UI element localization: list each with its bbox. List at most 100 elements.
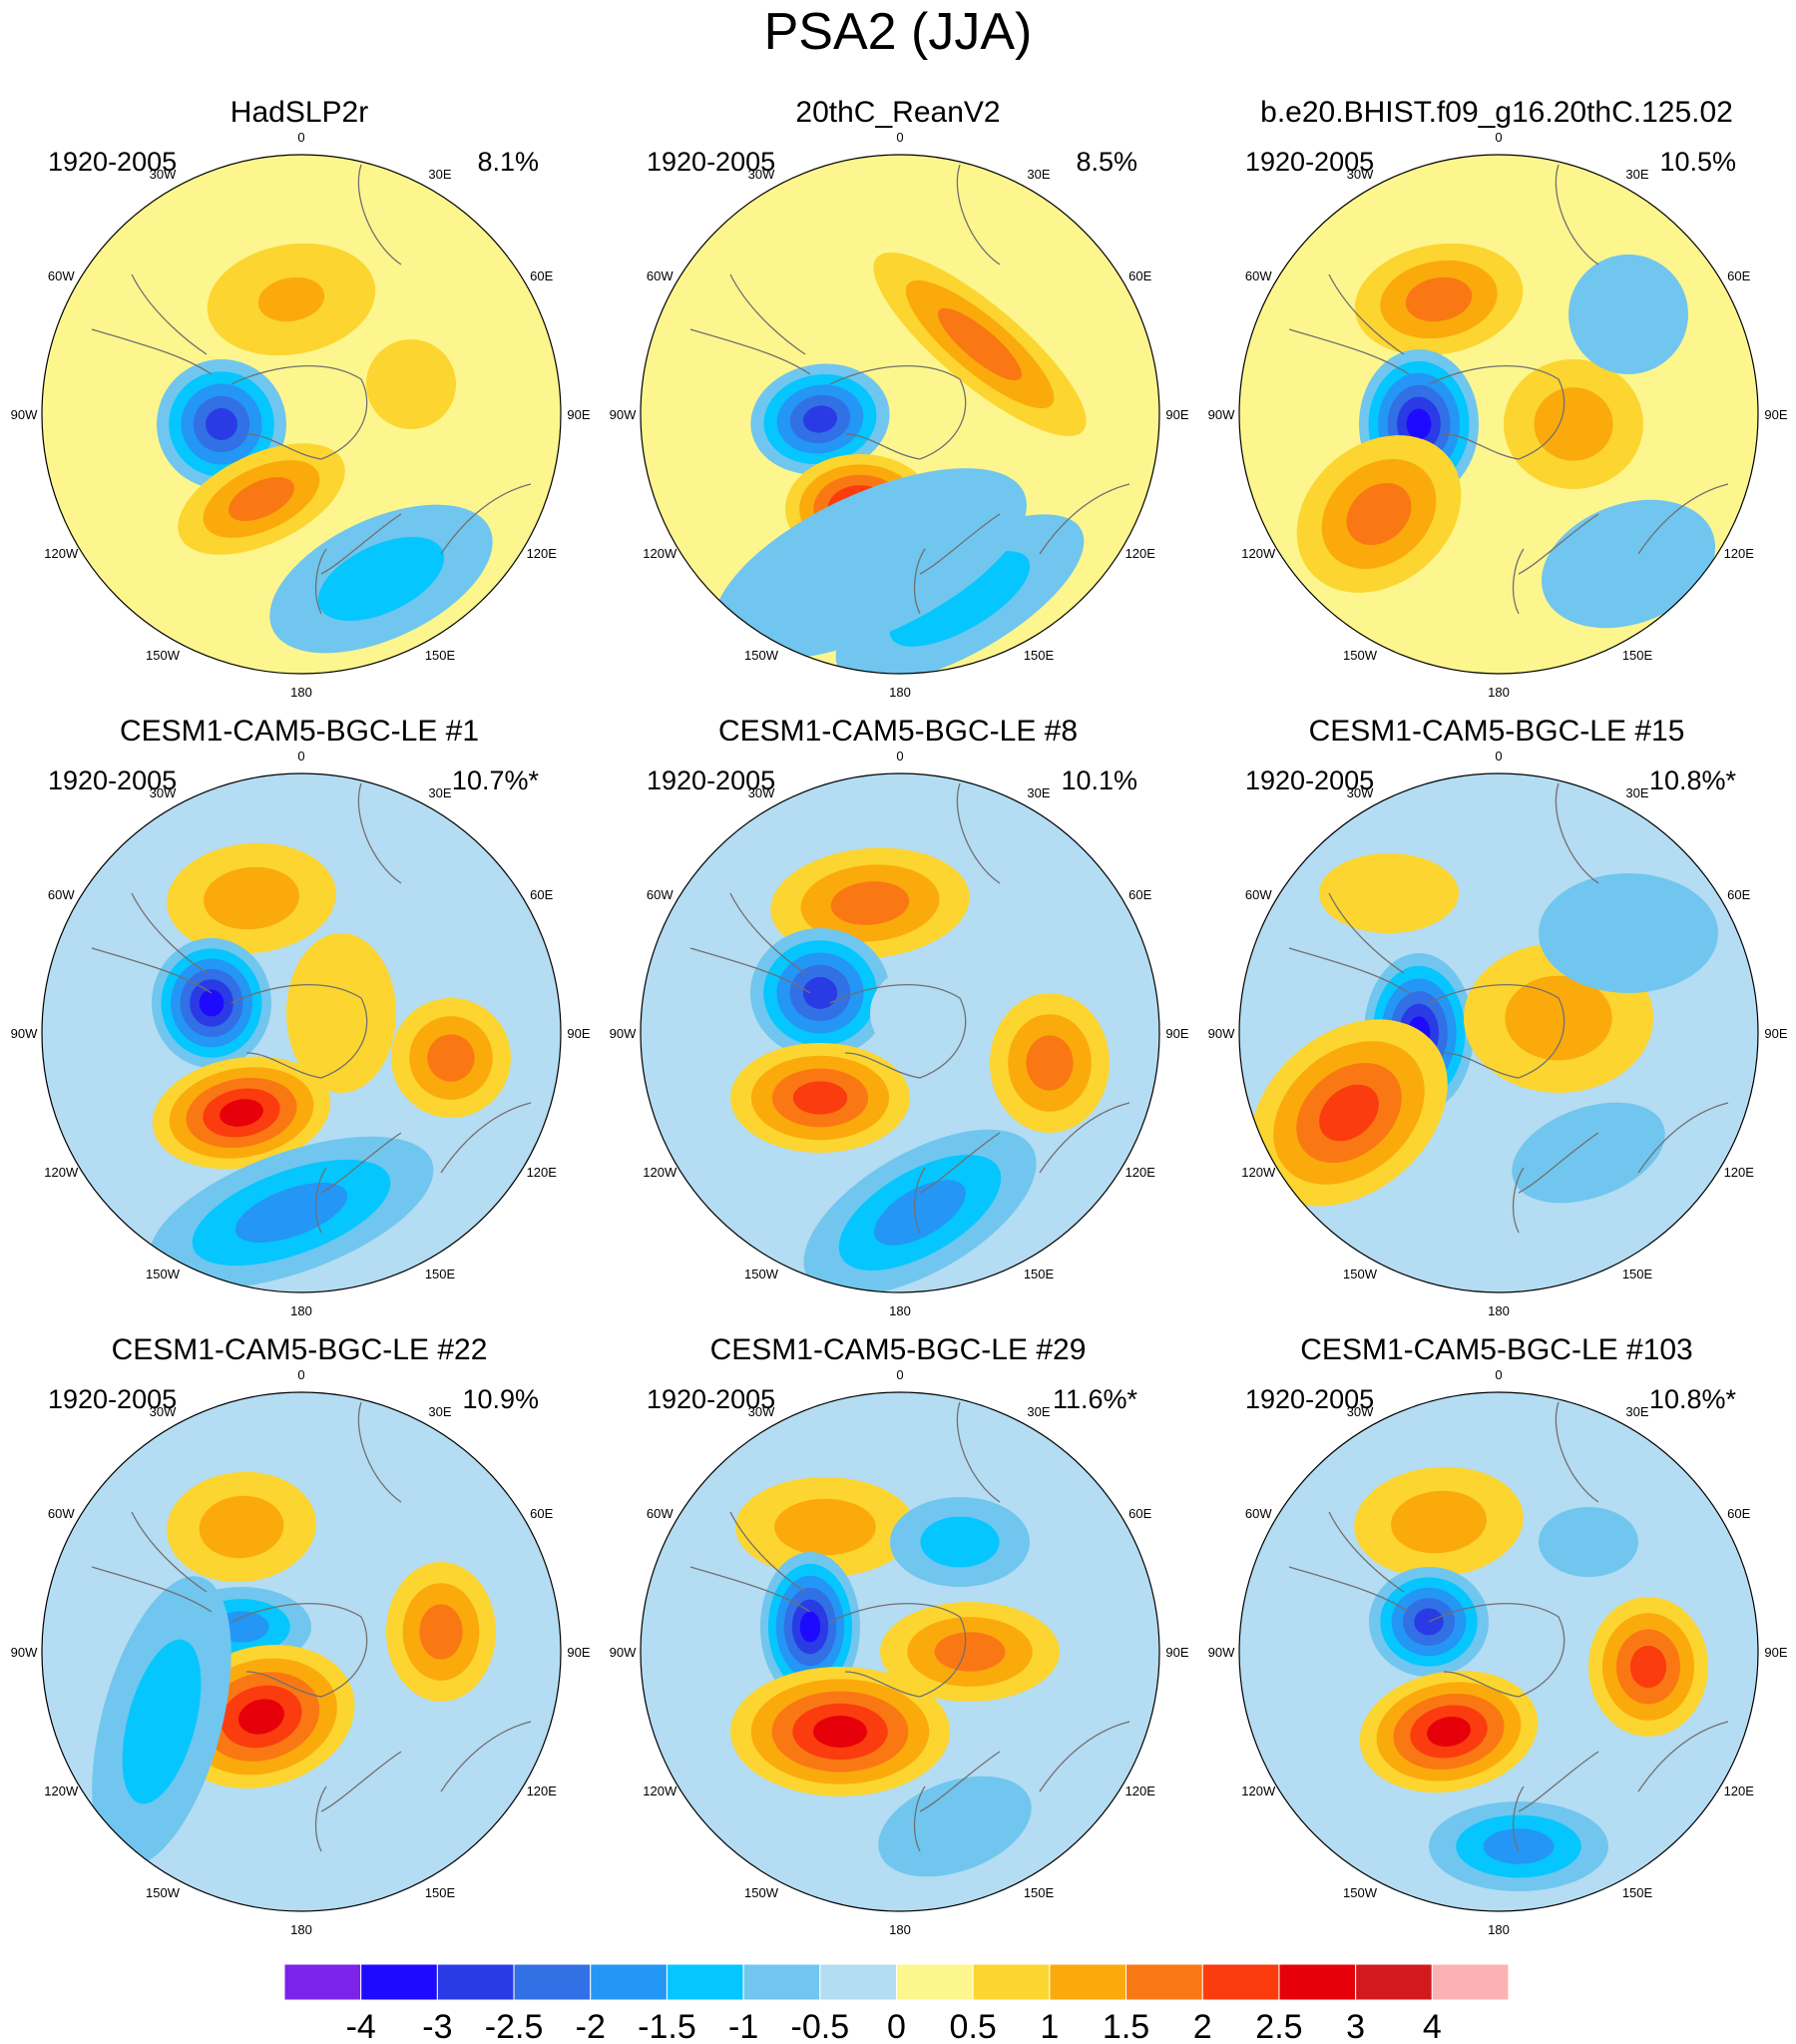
anomaly-contour: [427, 1034, 475, 1082]
anomaly-contour: [122, 1639, 202, 1804]
longitude-label: 60W: [48, 268, 75, 283]
colorbar-tick-label: -1: [728, 2008, 758, 2044]
longitude-label: 60W: [647, 268, 674, 283]
anomaly-contour: [874, 1180, 966, 1246]
anomaly-contour: [713, 468, 1027, 660]
longitude-label: 90W: [1208, 1026, 1235, 1041]
longitude-label: 150E: [1024, 1267, 1055, 1281]
anomaly-contour: [830, 881, 910, 925]
panel-variance-percent: 10.5%: [1659, 147, 1736, 177]
longitude-label: 60E: [1727, 887, 1750, 902]
map-panel: CESM1-CAM5-BGC-LE #103 1920-2005 10.8%* 0 30…: [1197, 1332, 1796, 1951]
longitude-label: 180: [1488, 685, 1510, 700]
map-panel: CESM1-CAM5-BGC-LE #15 1920-2005 10.8%* 0 30E…: [1197, 714, 1796, 1332]
longitude-label: 120E: [527, 1784, 558, 1798]
colorbar-swatch: [1278, 1963, 1357, 2001]
polar-map: 0 30E 60E 90E 120E 150E 180 150W 120W 90W 60W 30W: [1208, 749, 1788, 1318]
longitude-label: 150E: [425, 1885, 456, 1900]
panel-title: CESM1-CAM5-BGC-LE #15: [1308, 715, 1685, 748]
panel-title: CESM1-CAM5-BGC-LE #22: [111, 1333, 488, 1366]
longitude-label: 60E: [1727, 1506, 1750, 1521]
anomaly-contour: [1541, 499, 1716, 629]
longitude-label: 120W: [643, 546, 677, 561]
longitude-label: 120W: [44, 546, 79, 561]
map-panel: CESM1-CAM5-BGC-LE #1 1920-2005 10.7%* 0 30E 6…: [0, 714, 599, 1332]
colorbar-swatch: [1355, 1963, 1433, 2001]
panel-period: 1920-2005: [647, 766, 776, 795]
panel-period: 1920-2005: [1245, 1384, 1375, 1414]
longitude-label: 180: [889, 685, 911, 700]
longitude-label: 120W: [643, 1784, 677, 1798]
longitude-label: 90E: [567, 1026, 590, 1041]
longitude-label: 60W: [647, 887, 674, 902]
longitude-label: 150W: [744, 1267, 779, 1281]
anomaly-contour: [1391, 1490, 1487, 1554]
longitude-label: 60W: [1245, 268, 1272, 283]
longitude-label: 120W: [44, 1165, 79, 1180]
polar-map: 0 30E 60E 90E 120E 150E 180 150W 120W 90W 60W 30W: [11, 749, 591, 1318]
longitude-label: 120W: [1241, 1165, 1276, 1180]
longitude-label: 0: [1495, 1367, 1502, 1382]
anomaly-contour: [238, 1699, 284, 1735]
anomaly-contour: [1346, 482, 1412, 546]
anomaly-contour: [206, 408, 237, 440]
longitude-label: 90E: [1165, 1645, 1188, 1660]
anomaly-contour: [286, 933, 396, 1093]
longitude-label: 30E: [428, 167, 451, 182]
longitude-label: 180: [290, 1922, 312, 1937]
colorbar-tick-label: 2: [1193, 2008, 1212, 2044]
coastline: [91, 782, 532, 1234]
longitude-label: 90W: [11, 1026, 38, 1041]
longitude-label: 120E: [1125, 1165, 1156, 1180]
longitude-label: 90E: [1764, 407, 1787, 422]
longitude-label: 180: [290, 1303, 312, 1318]
longitude-label: 90W: [11, 1645, 38, 1660]
longitude-label: 60E: [530, 268, 553, 283]
longitude-label: 60W: [647, 1506, 674, 1521]
longitude-label: 150W: [1343, 1885, 1378, 1900]
longitude-label: 120E: [1724, 1165, 1755, 1180]
anomaly-contour: [920, 1516, 1000, 1568]
longitude-label: 90E: [567, 1645, 590, 1660]
longitude-label: 60E: [1128, 268, 1151, 283]
longitude-label: 30E: [1027, 167, 1050, 182]
panel-period: 1920-2005: [647, 147, 776, 177]
colorbar-tick-label: 4: [1423, 2008, 1442, 2044]
polar-map: 0 30E 60E 90E 120E 150E 180 150W 120W 90W 60W 30W: [11, 130, 591, 700]
polar-map: 0 30E 60E 90E 120E 150E 180 150W 120W 90W 60W 30W: [1208, 1367, 1788, 1937]
colorbar-swatch: [590, 1963, 668, 2001]
map-panel: b.e20.BHIST.f09_g16.20thC.125.02 1920-200…: [1197, 95, 1796, 714]
longitude-label: 30E: [428, 785, 451, 800]
map-panel: 20thC_ReanV2 1920-2005 8.5% 0 30E 60E 90E 120E 1…: [599, 95, 1197, 714]
panel-variance-percent: 10.7%*: [451, 766, 539, 795]
colorbar-tick-label: 2.5: [1255, 2008, 1302, 2044]
anomaly-contour: [199, 1495, 284, 1559]
panel-variance-percent: 11.6%*: [1052, 1384, 1137, 1414]
panel-title: CESM1-CAM5-BGC-LE #8: [717, 715, 1079, 748]
longitude-label: 30W: [150, 1404, 177, 1419]
longitude-label: 0: [297, 749, 304, 764]
panel-variance-percent: 10.1%: [1061, 766, 1137, 795]
panel-title: CESM1-CAM5-BGC-LE #103: [1300, 1333, 1693, 1366]
coastline: [1288, 1401, 1729, 1852]
map-boundary: [640, 154, 1160, 675]
anomaly-contour: [1483, 1828, 1555, 1864]
panel-variance-percent: 10.8%*: [1648, 766, 1736, 795]
anomaly-contour: [257, 276, 325, 322]
longitude-label: 90W: [610, 407, 637, 422]
longitude-label: 90W: [11, 407, 38, 422]
colorbar-tick-label: -2.5: [485, 2008, 544, 2044]
anomaly-contour: [878, 1776, 1032, 1877]
map-boundary: [640, 772, 1160, 1293]
longitude-label: 120E: [1125, 546, 1156, 561]
map-panel: CESM1-CAM5-BGC-LE #29 1920-2005 11.6%* 0 30E…: [599, 1332, 1197, 1951]
map-boundary: [41, 1391, 562, 1912]
anomaly-contour: [938, 307, 1022, 381]
anomaly-contour: [1405, 276, 1473, 322]
longitude-label: 0: [896, 749, 903, 764]
panel-variance-percent: 10.8%*: [1648, 1384, 1736, 1414]
colorbar-tick-label: 3: [1346, 2008, 1365, 2044]
longitude-label: 150W: [146, 1885, 181, 1900]
longitude-label: 180: [889, 1303, 911, 1318]
map-boundary: [41, 772, 562, 1293]
